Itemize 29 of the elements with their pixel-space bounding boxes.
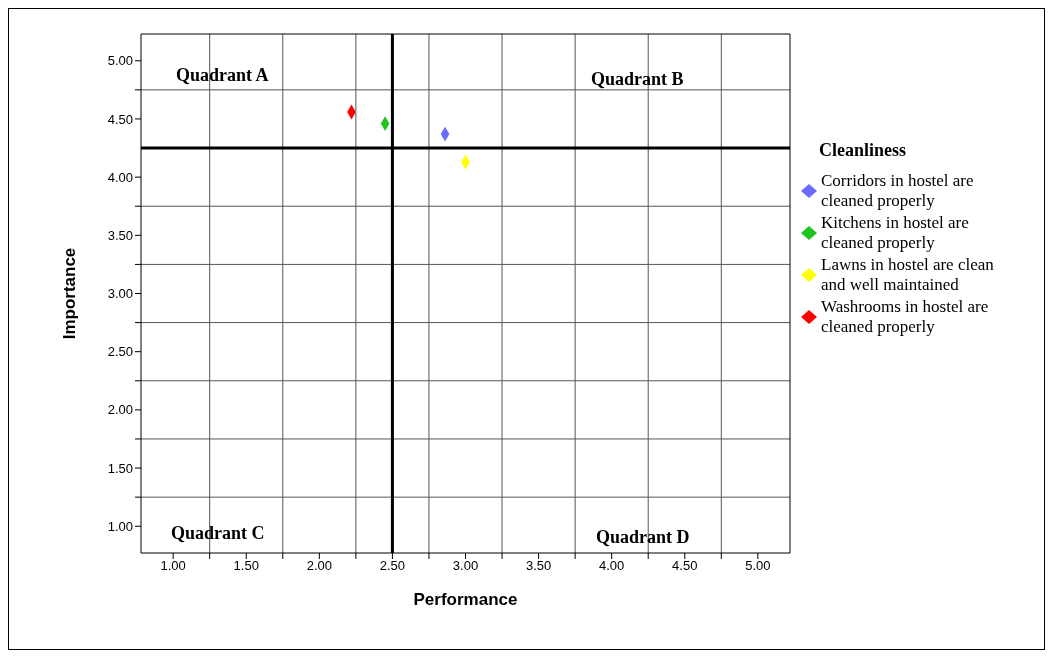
x-tick-label: 1.00 <box>160 558 186 574</box>
y-tick-label: 4.00 <box>107 169 133 185</box>
y-axis-title: Importance <box>60 247 80 340</box>
x-tick-label: 4.50 <box>672 558 698 574</box>
legend-label: Kitchens in hostel are cleaned properly <box>821 212 970 253</box>
x-tick-label: 2.50 <box>379 558 406 574</box>
y-tick-label: 2.00 <box>107 402 133 418</box>
x-tick-label: 4.00 <box>599 558 625 574</box>
annotation: Quadrant D <box>596 527 690 548</box>
legend-label: Washrooms in hostel are cleaned properly <box>821 296 990 337</box>
y-tick-label: 1.50 <box>107 460 133 476</box>
x-axis-title: Performance <box>413 590 518 609</box>
annotation: Quadrant A <box>176 65 269 86</box>
x-tick-label: 1.50 <box>233 558 259 574</box>
annotation: Quadrant B <box>591 69 684 90</box>
x-tick-label: 5.00 <box>745 558 771 574</box>
legend-title: Cleanliness <box>819 139 907 161</box>
x-tick-label: 3.50 <box>525 558 552 574</box>
annotation: Quadrant C <box>171 523 265 544</box>
legend-label: Lawns in hostel are clean and well maintained <box>821 254 995 295</box>
y-tick-label: 4.50 <box>107 111 133 127</box>
y-tick-label: 5.00 <box>107 53 133 69</box>
x-tick-label: 2.00 <box>306 558 332 574</box>
y-tick-label: 2.50 <box>107 344 133 360</box>
x-tick-label: 3.00 <box>452 558 479 574</box>
y-tick-label: 3.00 <box>107 286 133 302</box>
y-tick-label: 1.00 <box>107 518 133 534</box>
y-tick-label: 3.50 <box>107 227 133 243</box>
legend-label: Corridors in hostel are cleaned properly <box>821 170 975 211</box>
